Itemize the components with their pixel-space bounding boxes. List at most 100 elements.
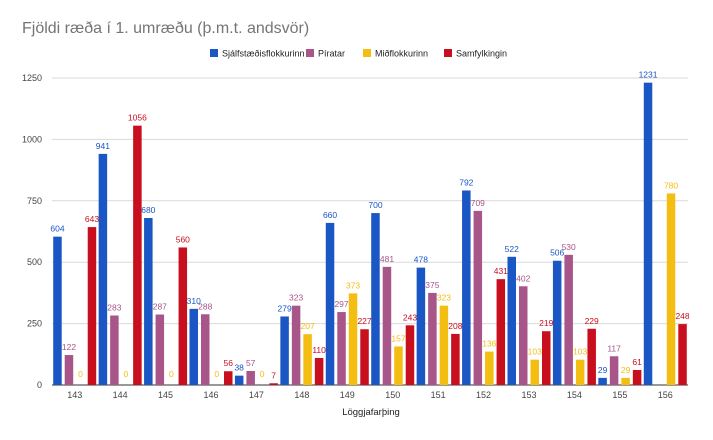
- bar: [224, 371, 233, 385]
- legend-swatch: [306, 49, 314, 57]
- y-tick-label: 500: [27, 257, 42, 267]
- data-label: 560: [176, 234, 190, 244]
- legend-swatch: [363, 49, 371, 57]
- data-label: 288: [198, 301, 212, 311]
- data-label: 61: [632, 357, 642, 367]
- bar: [678, 324, 687, 385]
- data-label: 103: [573, 347, 587, 357]
- data-label: 431: [494, 266, 508, 276]
- bar: [519, 286, 528, 385]
- bar: [178, 247, 188, 385]
- x-tick-label: 144: [113, 390, 128, 400]
- bar: [621, 377, 630, 385]
- data-label: 207: [301, 321, 315, 331]
- bar: [371, 213, 380, 385]
- bar: [405, 325, 415, 385]
- bar: [348, 293, 358, 385]
- bar: [394, 346, 403, 385]
- bar: [609, 356, 619, 385]
- data-label: 530: [562, 242, 576, 252]
- bar: [552, 260, 562, 385]
- legend-label: Píratar: [318, 49, 345, 59]
- x-tick-label: 154: [567, 390, 582, 400]
- data-label: 117: [607, 343, 621, 353]
- bar: [666, 193, 676, 385]
- x-tick-label: 150: [385, 390, 400, 400]
- data-label: 136: [482, 339, 496, 349]
- x-tick-label: 155: [612, 390, 627, 400]
- data-label: 56: [224, 358, 234, 368]
- data-label: 229: [585, 316, 599, 326]
- bar: [564, 254, 573, 385]
- x-tick-label: 146: [203, 390, 218, 400]
- bar: [144, 217, 153, 385]
- bar: [507, 256, 516, 385]
- bar: [133, 125, 142, 386]
- y-tick-label: 0: [37, 380, 42, 390]
- data-label: 780: [664, 180, 678, 190]
- bar: [575, 359, 585, 385]
- data-label: 219: [539, 318, 553, 328]
- data-label: 38: [234, 363, 244, 373]
- data-label: 297: [334, 299, 348, 309]
- x-tick-label: 153: [521, 390, 536, 400]
- x-tick-label: 148: [294, 390, 309, 400]
- x-tick-label: 152: [476, 390, 491, 400]
- x-axis-label: Löggjafarþing: [342, 407, 400, 418]
- y-tick-label: 250: [27, 319, 42, 329]
- bars: [53, 82, 687, 386]
- data-label: 0: [124, 369, 129, 379]
- bar: [155, 314, 165, 385]
- data-label: 402: [516, 273, 530, 283]
- data-label: 0: [214, 369, 219, 379]
- data-label: 941: [96, 141, 110, 151]
- data-label: 57: [246, 358, 256, 368]
- bar: [473, 210, 483, 385]
- data-label: 522: [505, 244, 519, 254]
- data-label: 157: [391, 333, 405, 343]
- legend: Sjálfstæðisflokkurinn Píratar Miðflokkurin…: [210, 49, 507, 59]
- bar: [246, 371, 255, 385]
- data-label: 506: [550, 248, 564, 258]
- data-label: 1056: [128, 113, 147, 123]
- x-tick-label: 147: [249, 390, 264, 400]
- x-tick-label: 145: [158, 390, 173, 400]
- data-label: 29: [621, 365, 631, 375]
- bar: [314, 357, 324, 385]
- bar: [280, 316, 289, 385]
- legend-label: Samfylkingin: [456, 49, 507, 59]
- bar: [110, 315, 119, 385]
- data-label: 103: [528, 347, 542, 357]
- data-label: 604: [50, 224, 64, 234]
- data-label: 680: [141, 205, 155, 215]
- bar: [303, 334, 312, 385]
- bar: [201, 314, 210, 385]
- data-label: 709: [471, 198, 485, 208]
- bar: [542, 331, 551, 385]
- bar: [53, 236, 62, 385]
- bar: [269, 383, 278, 385]
- data-label: 0: [169, 369, 174, 379]
- legend-swatch: [444, 49, 452, 57]
- data-label: 323: [437, 293, 451, 303]
- data-label: 283: [107, 302, 121, 312]
- legend-swatch: [210, 49, 218, 57]
- bar: [325, 222, 335, 385]
- bar: [416, 267, 426, 385]
- data-label: 373: [346, 280, 360, 290]
- x-tick-label: 143: [67, 390, 82, 400]
- data-labels: 6041220643941283010566802870560310288056…: [50, 70, 690, 381]
- bar: [337, 312, 346, 385]
- data-label: 323: [289, 293, 303, 303]
- x-tick-label: 156: [658, 390, 673, 400]
- y-tick-label: 1250: [22, 73, 42, 83]
- bar: [643, 82, 653, 386]
- bar: [428, 292, 437, 385]
- data-label: 643: [85, 214, 99, 224]
- data-label: 375: [425, 280, 439, 290]
- bar: [598, 377, 607, 385]
- data-label: 248: [675, 311, 689, 321]
- legend-label: Sjálfstæðisflokkurinn: [222, 49, 305, 59]
- bar: [382, 266, 392, 385]
